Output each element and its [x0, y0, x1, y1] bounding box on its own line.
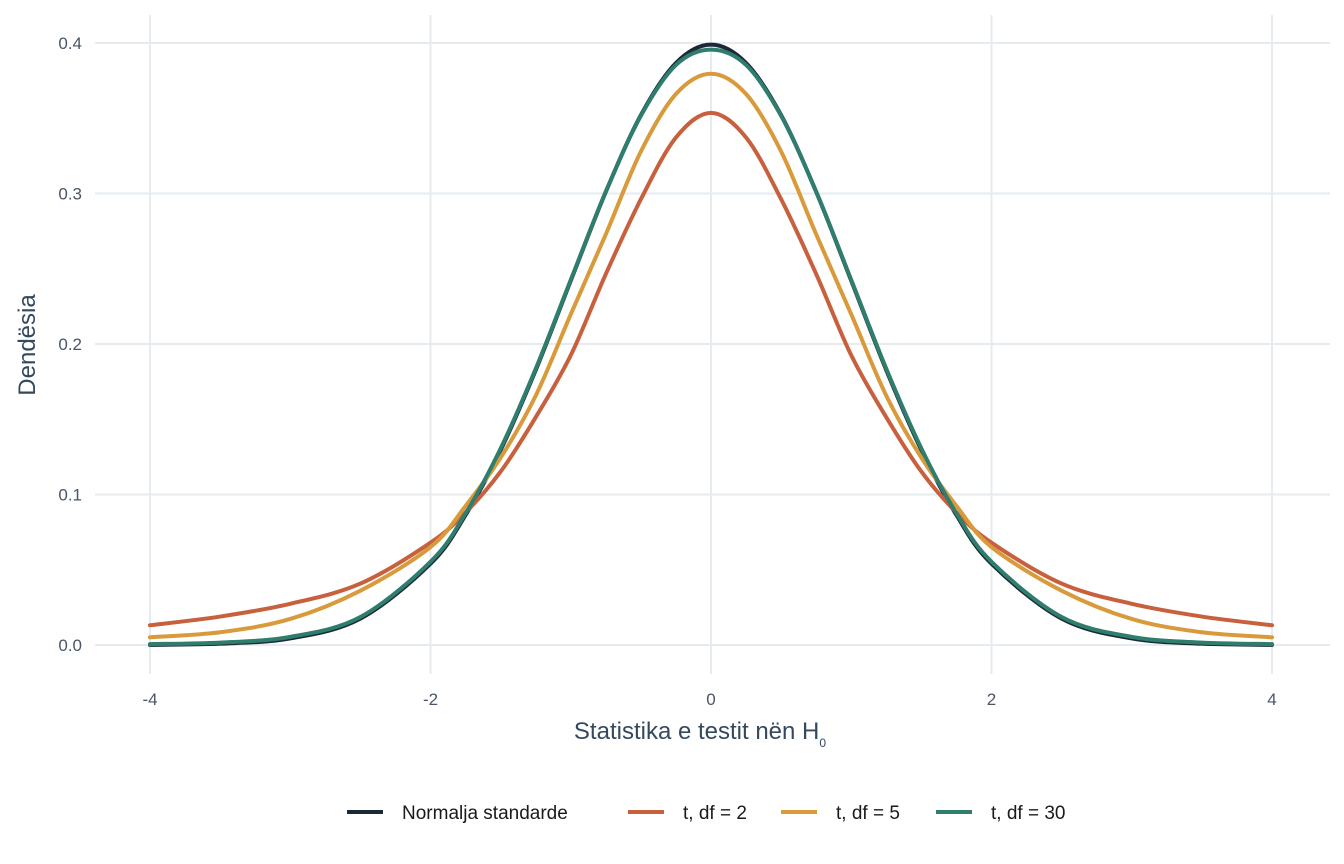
legend-label: t, df = 2	[683, 803, 747, 824]
series-line-1	[148, 110, 1274, 628]
y-axis-title: Dendësia	[14, 294, 41, 396]
series-lines	[148, 42, 1274, 647]
y-tick-label: 0.1	[58, 486, 82, 505]
x-tick-label: 0	[706, 690, 715, 709]
x-tick-label: 4	[1267, 690, 1276, 709]
x-tick-label: 2	[987, 690, 996, 709]
series-line-3	[148, 47, 1274, 647]
y-tick-label: 0.0	[58, 636, 82, 655]
y-tick-labels: 0.0 0.1 0.2 0.3 0.4	[58, 34, 82, 655]
y-tick-label: 0.2	[58, 335, 82, 354]
x-tick-labels: -4 -2 0 2 4	[142, 690, 1276, 709]
y-tick-label: 0.4	[58, 34, 82, 53]
legend-label: t, df = 30	[991, 803, 1065, 824]
x-axis-title: Statistika e testit nën H0	[574, 718, 826, 750]
x-tick-label: -2	[423, 690, 438, 709]
legend-label: t, df = 5	[836, 803, 900, 824]
legend-label: Normalja standarde	[402, 803, 568, 824]
y-tick-label: 0.3	[58, 185, 82, 204]
legend: Normalja standarde t, df = 2 t, df = 5 t, d…	[347, 803, 1065, 824]
x-tick-label: -4	[142, 690, 157, 709]
series-line-2	[148, 71, 1274, 640]
